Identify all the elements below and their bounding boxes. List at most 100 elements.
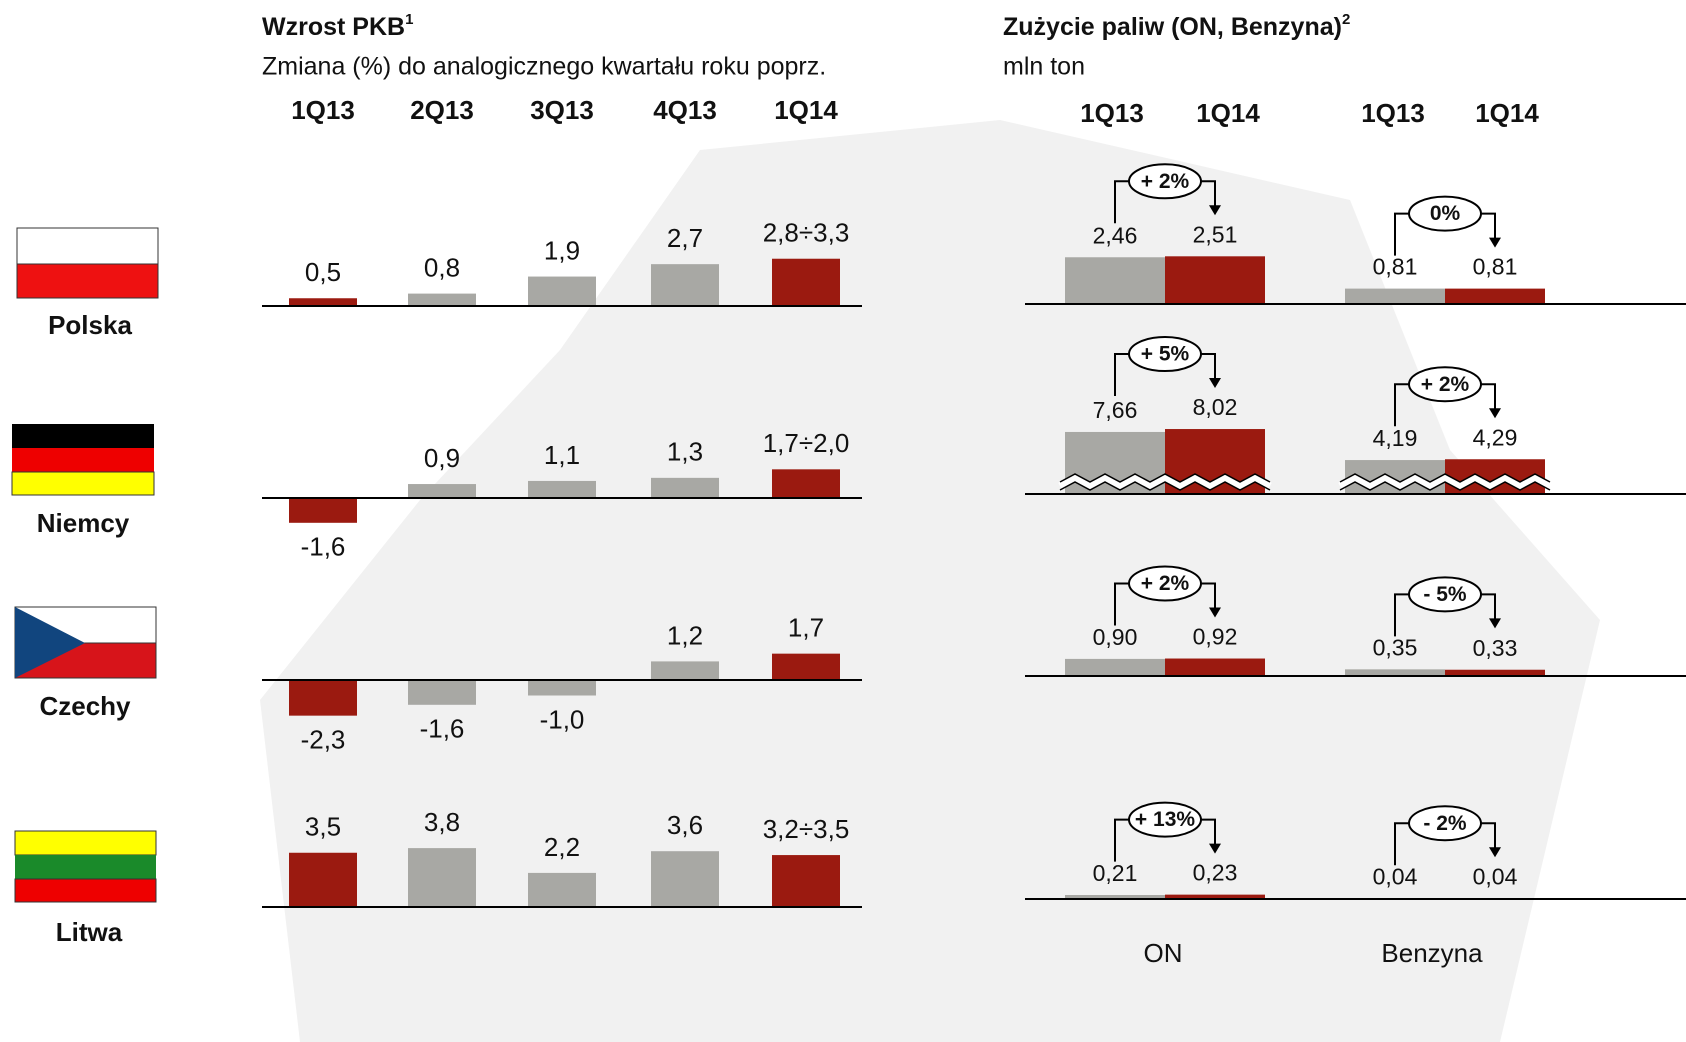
bar xyxy=(289,680,357,716)
change-bubble xyxy=(1128,163,1202,200)
value-label: 1,1 xyxy=(544,440,580,470)
value-label: -2,3 xyxy=(301,725,346,755)
bar xyxy=(651,477,719,498)
value-label: -1,6 xyxy=(301,532,346,562)
value-label: 2,2 xyxy=(544,832,580,862)
value-label: 2,8÷3,3 xyxy=(763,218,850,248)
value-label: -1,6 xyxy=(420,714,465,744)
change-bubble xyxy=(1128,565,1202,602)
value-label: 4,29 xyxy=(1473,424,1518,450)
bar xyxy=(772,855,840,907)
value-label: 4,19 xyxy=(1373,425,1418,451)
value-label: 0,04 xyxy=(1473,863,1518,889)
country-name: Polska xyxy=(48,310,132,340)
x-tick-label: 1Q14 xyxy=(774,95,838,125)
change-label: + 2% xyxy=(1421,373,1470,396)
value-label: 0,21 xyxy=(1093,860,1138,886)
bar xyxy=(1165,894,1265,899)
bar xyxy=(772,258,840,306)
bar xyxy=(1065,658,1165,676)
change-bubble xyxy=(1408,576,1482,613)
change-label: + 13% xyxy=(1135,808,1195,831)
bar xyxy=(408,293,476,306)
country-name: Czechy xyxy=(39,691,131,721)
bar xyxy=(528,276,596,306)
change-label: 0% xyxy=(1430,202,1461,225)
value-label: 0,81 xyxy=(1373,254,1418,280)
x-tick-label: 1Q13 xyxy=(1080,98,1144,128)
value-label: 0,23 xyxy=(1193,860,1238,886)
x-tick-label: 1Q13 xyxy=(291,95,355,125)
bar xyxy=(1445,288,1545,304)
arrow-head xyxy=(1489,237,1501,248)
value-label: 0,92 xyxy=(1193,624,1238,650)
value-label: 7,66 xyxy=(1093,397,1138,423)
change-label: + 5% xyxy=(1141,343,1190,366)
bar xyxy=(528,480,596,498)
value-label: 0,8 xyxy=(424,252,460,282)
value-label: 3,6 xyxy=(667,810,703,840)
value-label: 1,9 xyxy=(544,235,580,265)
bar xyxy=(408,680,476,705)
change-label: - 2% xyxy=(1423,812,1467,835)
bar xyxy=(651,661,719,680)
axis-break-edge xyxy=(1059,473,1271,483)
value-label: 1,7÷2,0 xyxy=(763,428,850,458)
arrow-head xyxy=(1489,847,1501,858)
bar xyxy=(772,653,840,680)
arrow-head xyxy=(1209,607,1221,618)
bar xyxy=(528,872,596,907)
bar xyxy=(289,852,357,907)
flag-lt xyxy=(14,830,157,903)
bar xyxy=(1165,658,1265,676)
axis-break-edge xyxy=(1059,481,1271,491)
value-label: 3,5 xyxy=(305,812,341,842)
value-label: 0,04 xyxy=(1373,863,1418,889)
group-label: Benzyna xyxy=(1381,938,1483,968)
value-label: 0,33 xyxy=(1473,635,1518,661)
arrow-head xyxy=(1209,205,1221,216)
bar xyxy=(289,498,357,523)
value-label: 1,7 xyxy=(788,613,824,643)
country-name: Niemcy xyxy=(37,508,130,538)
change-label: + 2% xyxy=(1141,170,1190,193)
change-bubble xyxy=(1128,336,1202,373)
bar xyxy=(1345,669,1445,676)
value-label: 2,7 xyxy=(667,223,703,253)
value-label: 3,2÷3,5 xyxy=(763,814,850,844)
bar xyxy=(289,298,357,306)
value-label: 3,8 xyxy=(424,807,460,837)
axis-break-edge xyxy=(1339,473,1551,483)
x-tick-label: 2Q13 xyxy=(410,95,474,125)
axis-break xyxy=(1338,474,1552,490)
change-bubble xyxy=(1408,805,1482,842)
value-label: 0,5 xyxy=(305,257,341,287)
value-label: 8,02 xyxy=(1193,394,1238,420)
arrow-head xyxy=(1489,618,1501,629)
axis-break xyxy=(1058,474,1272,490)
value-label: 2,46 xyxy=(1093,222,1138,248)
bar xyxy=(408,848,476,907)
arrow-head xyxy=(1209,843,1221,854)
flag-de xyxy=(11,424,155,496)
change-label: + 2% xyxy=(1141,572,1190,595)
value-label: -1,0 xyxy=(540,704,585,734)
bar xyxy=(1445,669,1545,676)
x-tick-label: 1Q13 xyxy=(1361,98,1425,128)
bar xyxy=(1065,895,1165,899)
bar xyxy=(1065,257,1165,304)
gdp-title: Wzrost PKB1 xyxy=(262,11,413,41)
flag-cz xyxy=(14,606,157,679)
axis-break-edge xyxy=(1339,481,1551,491)
value-label: 0,81 xyxy=(1473,254,1518,280)
x-tick-label: 1Q14 xyxy=(1475,98,1539,128)
bar xyxy=(651,851,719,907)
arrow-head xyxy=(1489,408,1501,419)
gdp-subtitle: Zmiana (%) do analogicznego kwartału rok… xyxy=(262,53,826,81)
bar xyxy=(651,264,719,306)
value-label: 0,9 xyxy=(424,443,460,473)
arrow-head xyxy=(1209,378,1221,389)
x-tick-label: 3Q13 xyxy=(530,95,594,125)
map-shape xyxy=(260,120,1600,1042)
